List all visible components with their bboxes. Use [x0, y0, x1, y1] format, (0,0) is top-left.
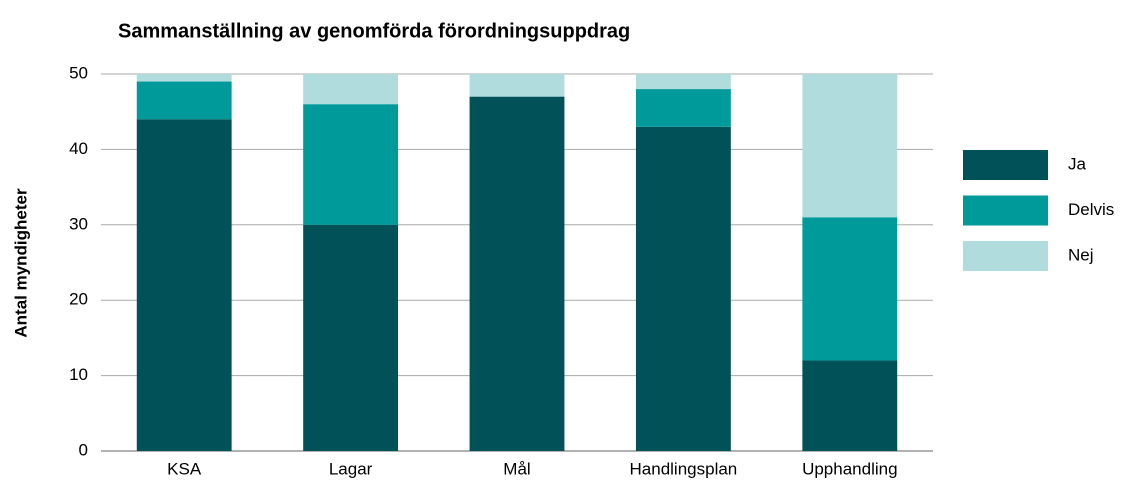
- legend-swatch: [963, 150, 1048, 180]
- bar-segment: [802, 360, 898, 451]
- legend-label: Delvis: [1068, 200, 1114, 219]
- y-tick-label: 0: [79, 440, 88, 459]
- x-tick-label: KSA: [167, 459, 202, 478]
- y-tick-label: 40: [69, 139, 88, 158]
- bar-segment: [802, 74, 898, 218]
- legend-label: Nej: [1068, 245, 1094, 264]
- bar-segment: [303, 104, 399, 225]
- x-tick-label: Mål: [503, 459, 530, 478]
- y-tick-label: 50: [69, 63, 88, 82]
- bar-segment: [136, 81, 232, 120]
- y-tick-label: 10: [69, 365, 88, 384]
- bar-segment: [802, 217, 898, 361]
- bar-segment: [635, 126, 731, 451]
- bar-segment: [635, 74, 731, 90]
- bar-segment: [136, 119, 232, 452]
- legend-swatch: [963, 241, 1048, 271]
- bar-segment: [635, 89, 731, 127]
- legend-label: Ja: [1068, 154, 1087, 173]
- y-tick-label: 20: [69, 290, 88, 309]
- bar-segment: [469, 74, 565, 97]
- x-tick-label: Handlingsplan: [630, 459, 738, 478]
- x-tick-label: Upphandling: [802, 459, 897, 478]
- bar-segment: [469, 96, 565, 452]
- bar-segment: [303, 74, 399, 105]
- x-tick-label: Lagar: [329, 459, 373, 478]
- y-axis-label: Antal myndigheter: [11, 188, 30, 338]
- bar-segment: [303, 224, 399, 451]
- bar-segment: [136, 74, 232, 82]
- chart-title: Sammanställning av genomförda förordning…: [118, 20, 630, 42]
- y-tick-label: 30: [69, 214, 88, 233]
- legend-swatch: [963, 195, 1048, 226]
